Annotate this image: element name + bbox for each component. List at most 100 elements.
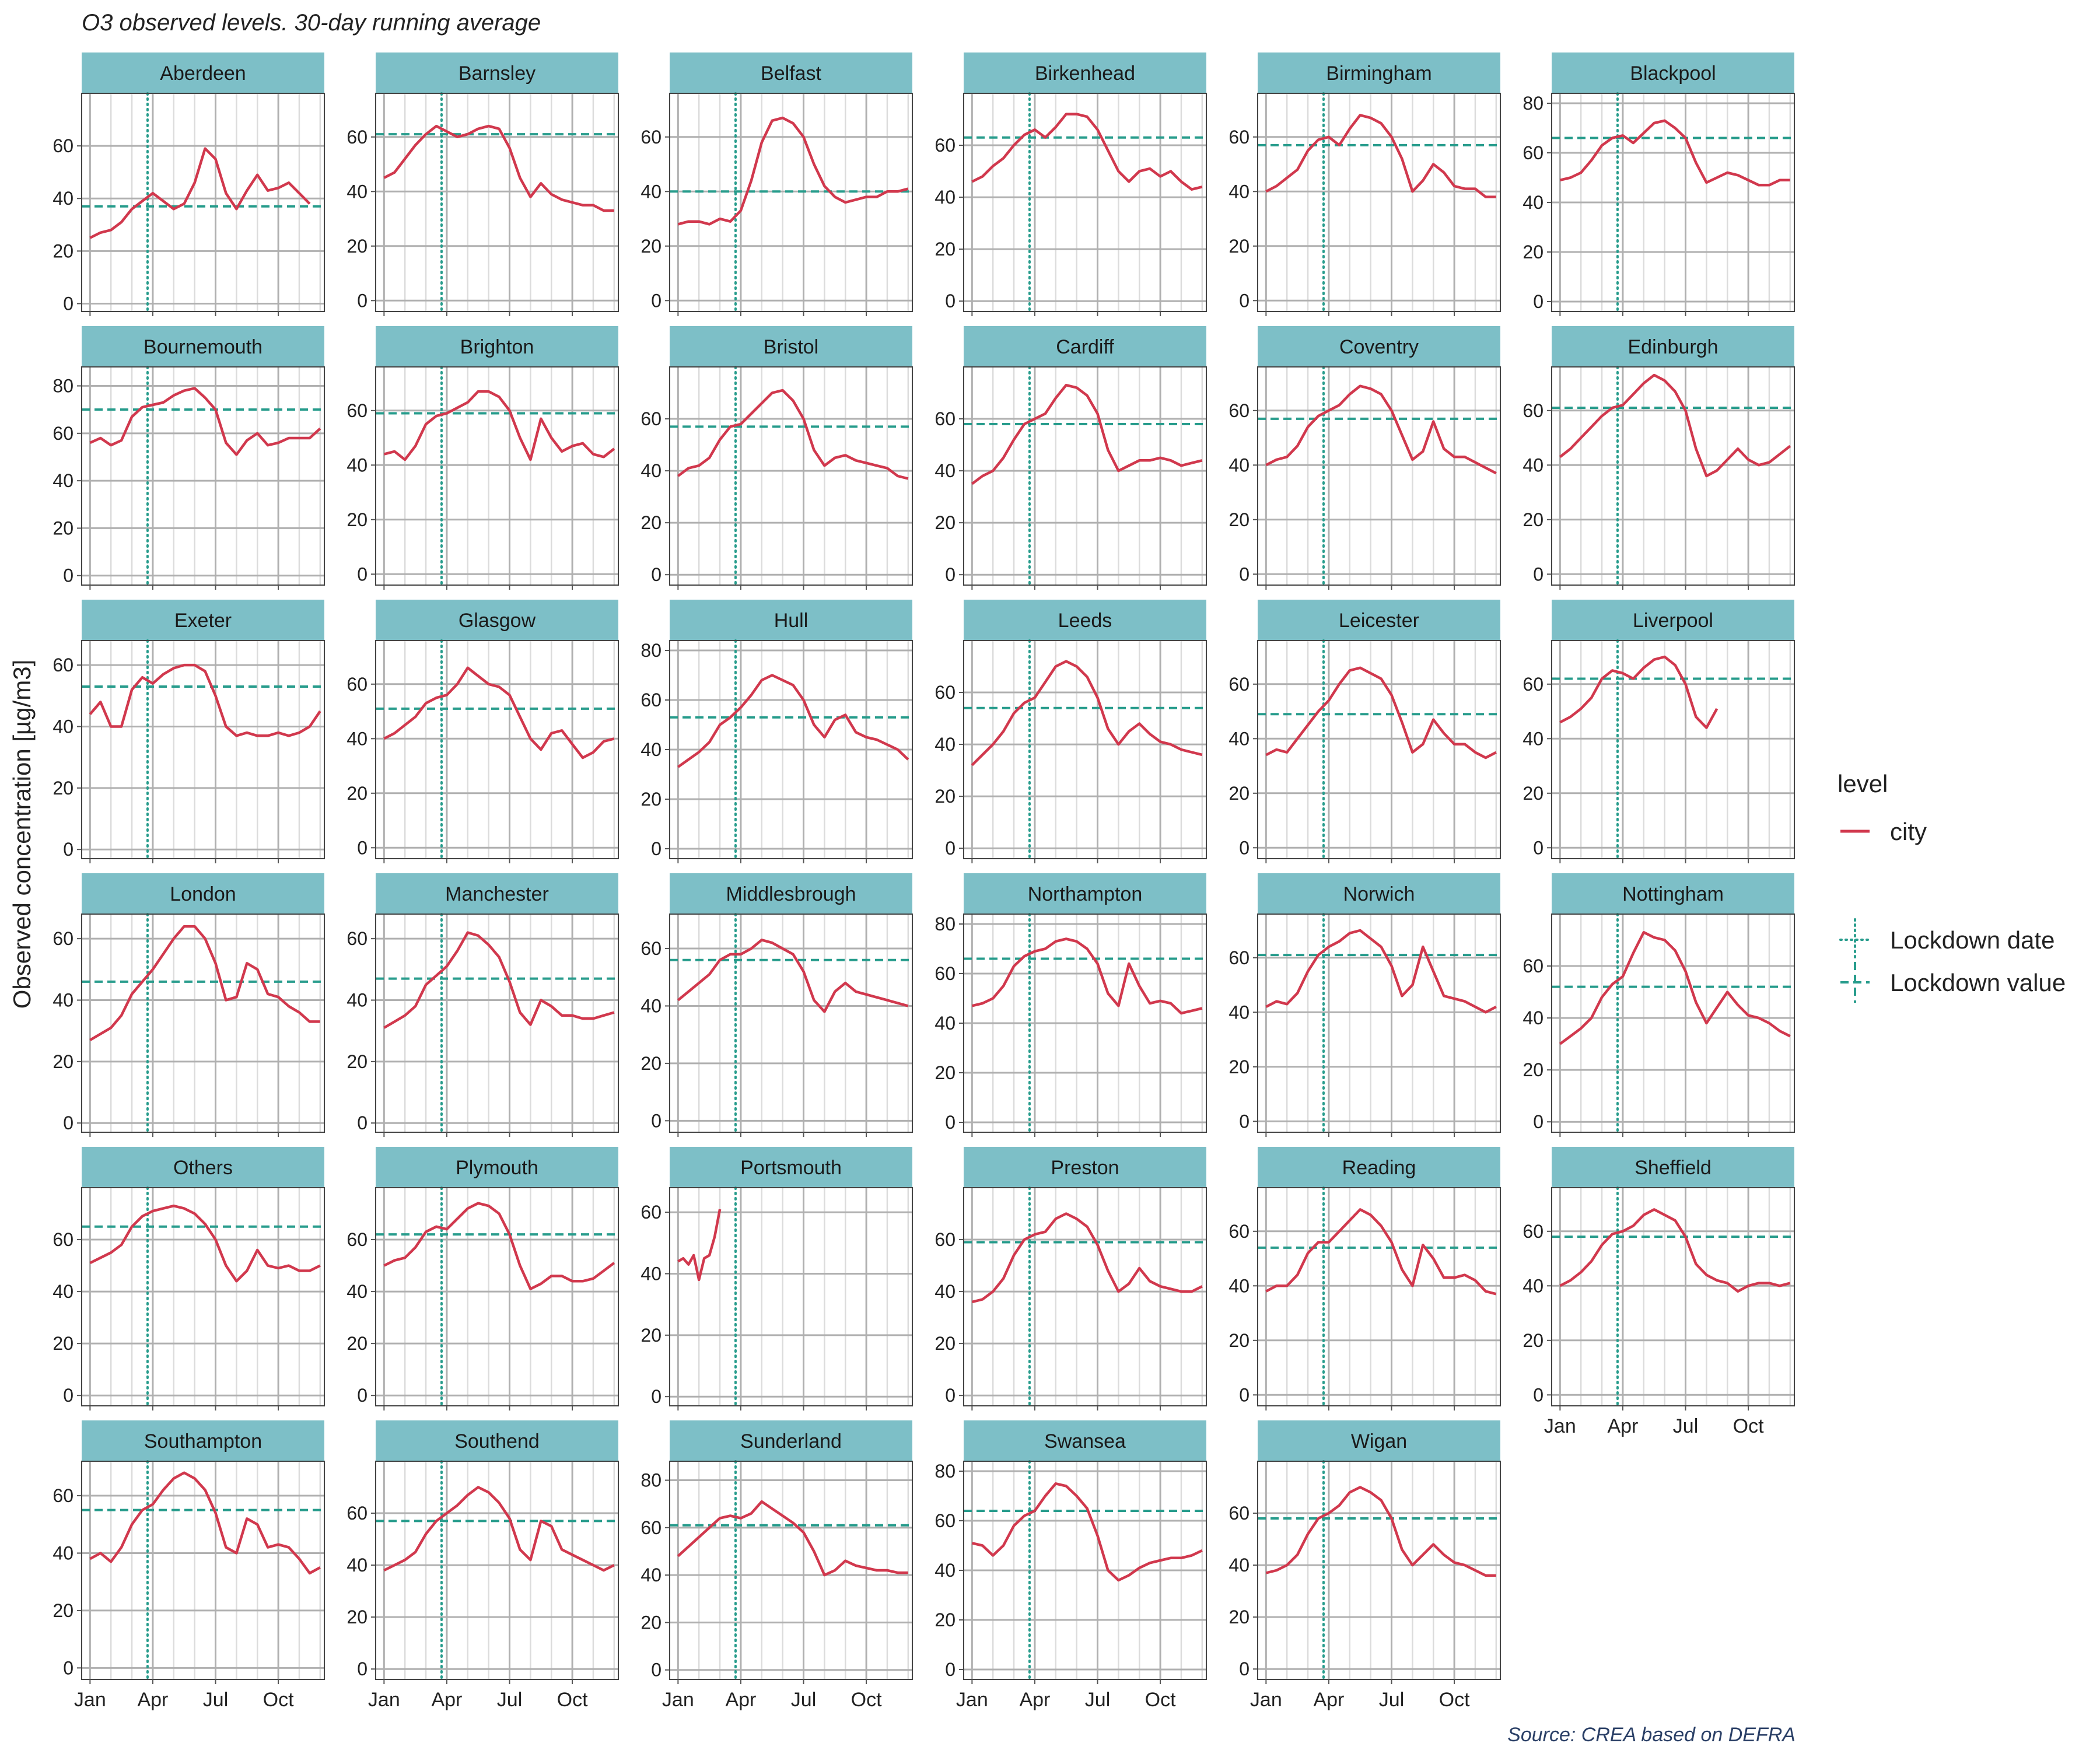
city-series-line xyxy=(89,387,321,456)
plot-area xyxy=(1258,367,1500,585)
strip-label: Middlesbrough xyxy=(726,883,856,905)
city-series-line xyxy=(971,1212,1203,1304)
city-series-line xyxy=(677,1500,908,1577)
panel-border xyxy=(1257,640,1501,859)
strip-header xyxy=(1552,600,1794,640)
panel-middlesbrough: Middlesbrough 0 20 40 60 xyxy=(640,873,913,1137)
panel-border xyxy=(669,640,913,859)
y-tick-label: 20 xyxy=(1522,509,1544,530)
strip-header xyxy=(964,52,1206,93)
strip-header xyxy=(964,1147,1206,1188)
plot-area xyxy=(82,1461,324,1679)
y-tick-label: 60 xyxy=(52,1229,74,1250)
strip-label: Wigan xyxy=(1351,1430,1407,1452)
y-tick-label: 40 xyxy=(640,460,662,481)
city-series-line xyxy=(677,674,909,768)
y-tick-label: 60 xyxy=(1522,956,1544,977)
city-series-line xyxy=(383,124,614,212)
city-series-line xyxy=(971,937,1203,1015)
panel-coventry: Coventry 0 20 40 60 xyxy=(1228,326,1501,590)
strip-header xyxy=(1258,600,1500,640)
strip-header xyxy=(670,52,912,93)
legend-title: level xyxy=(1838,770,1888,797)
y-tick-label: 40 xyxy=(1522,1275,1544,1296)
city-series-line xyxy=(677,939,909,1013)
city-series-line xyxy=(1559,1208,1791,1293)
y-tick-label: 0 xyxy=(357,290,368,311)
city-series-line xyxy=(1265,1486,1496,1577)
y-tick-label: 80 xyxy=(640,640,662,661)
y-tick-label: 0 xyxy=(1239,837,1250,858)
plot-area xyxy=(964,1188,1206,1406)
plot-area xyxy=(1552,367,1794,585)
y-tick-label: 60 xyxy=(1522,400,1544,421)
y-tick-label: 60 xyxy=(640,938,662,959)
panel-bristol: Bristol 0 20 40 60 xyxy=(640,326,913,590)
y-tick-label: 20 xyxy=(935,1609,956,1630)
y-tick-label: 20 xyxy=(935,512,956,533)
plot-area xyxy=(1258,914,1500,1132)
y-tick-label: 0 xyxy=(63,1385,74,1406)
city-series-line xyxy=(1265,666,1497,760)
strip-label: Leeds xyxy=(1058,610,1112,632)
y-tick-label: 40 xyxy=(52,1542,74,1563)
x-tick-label: Jan xyxy=(1544,1415,1576,1437)
y-tick-label: 20 xyxy=(52,1333,74,1354)
strip-header xyxy=(82,600,324,640)
y-tick-label: 40 xyxy=(346,1555,368,1576)
y-tick-label: 20 xyxy=(346,509,368,530)
strip-header xyxy=(670,600,912,640)
y-tick-label: 80 xyxy=(1522,93,1544,114)
panel-border xyxy=(963,640,1207,859)
strip-header xyxy=(964,600,1206,640)
x-tick-label: Jul xyxy=(1379,1689,1404,1711)
y-tick-label: 40 xyxy=(1228,1002,1250,1023)
y-tick-label: 60 xyxy=(935,1510,956,1531)
strip-header xyxy=(1258,52,1500,93)
y-tick-label: 0 xyxy=(651,290,662,311)
y-tick-label: 20 xyxy=(1228,1330,1250,1351)
plot-area xyxy=(82,914,324,1132)
y-tick-label: 20 xyxy=(1522,1059,1544,1080)
x-tick-label: Jul xyxy=(791,1689,816,1711)
strip-header xyxy=(670,873,912,914)
y-tick-label: 60 xyxy=(640,690,662,710)
strip-label: Nottingham xyxy=(1622,883,1724,905)
panel-border xyxy=(963,366,1207,586)
strip-header xyxy=(82,873,324,914)
y-tick-label: 0 xyxy=(63,565,74,586)
y-tick-label: 60 xyxy=(1228,1221,1250,1242)
y-tick-label: 20 xyxy=(346,1333,368,1354)
y-tick-label: 40 xyxy=(52,470,74,491)
plot-area xyxy=(670,1188,912,1406)
y-tick-label: 0 xyxy=(651,564,662,585)
strip-header xyxy=(670,326,912,367)
strip-label: Glasgow xyxy=(459,610,536,632)
strip-label: Swansea xyxy=(1044,1430,1126,1452)
panel-border xyxy=(963,93,1207,312)
panel-manchester: Manchester 0 20 40 60 xyxy=(346,873,619,1137)
y-tick-label: 60 xyxy=(1228,127,1250,148)
city-series-line xyxy=(89,1204,321,1283)
y-tick-label: 60 xyxy=(346,127,368,148)
x-tick-label: Oct xyxy=(1145,1689,1176,1711)
y-tick-label: 40 xyxy=(1522,192,1544,213)
strip-label: Bournemouth xyxy=(144,336,262,358)
x-tick-label: Jul xyxy=(497,1689,522,1711)
strip-label: Leicester xyxy=(1339,610,1419,632)
panel-preston: Preston 0 20 40 60 xyxy=(935,1147,1207,1410)
y-tick-label: 40 xyxy=(346,1281,368,1302)
y-tick-label: 40 xyxy=(346,181,368,202)
strip-label: Sheffield xyxy=(1634,1157,1712,1179)
y-tick-label: 20 xyxy=(935,1062,956,1083)
y-tick-label: 80 xyxy=(935,1461,956,1482)
city-series-line xyxy=(89,663,321,737)
y-tick-label: 60 xyxy=(1522,142,1544,163)
chart-title: O3 observed levels. 30-day running avera… xyxy=(82,10,541,36)
strip-header xyxy=(1258,1147,1500,1188)
city-series-line xyxy=(1265,114,1496,198)
y-tick-label: 20 xyxy=(1228,509,1250,530)
y-tick-label: 80 xyxy=(640,1470,662,1491)
y-tick-label: 20 xyxy=(640,236,662,257)
panel-southampton: Southampton 0 20 40 60 Jan Apr Jul Oct xyxy=(52,1420,325,1711)
